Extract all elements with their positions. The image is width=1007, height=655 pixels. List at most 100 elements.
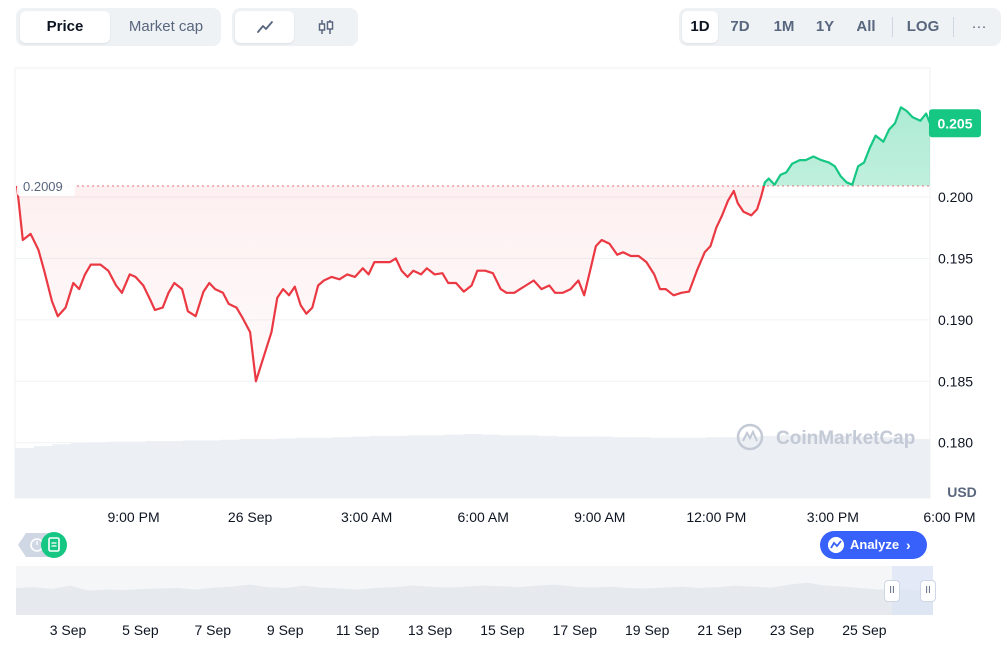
coinmarketcap-logo-icon (736, 423, 764, 451)
analyze-label: Analyze (850, 537, 900, 552)
x-tick-label: 6:00 PM (923, 509, 975, 525)
candlestick-icon (318, 20, 333, 34)
current-price-tag-bg (929, 109, 981, 138)
log-scale-button[interactable]: LOG (906, 18, 940, 35)
volume-bar (687, 437, 707, 498)
volume-bar (668, 437, 688, 498)
range-all[interactable]: All (856, 18, 876, 35)
volume-bar (836, 435, 856, 498)
candlestick-button[interactable] (296, 11, 355, 43)
volume-bar (183, 440, 203, 498)
y-tick-label: 0.195 (938, 250, 973, 266)
currency-label: USD (947, 484, 977, 500)
y-axis: 0.180 0.185 0.190 0.195 0.200 (938, 189, 973, 451)
price-marketcap-toggle: Price Market cap (16, 8, 221, 46)
price-line-down (15, 185, 766, 383)
navigator-tick-label: 5 Sep (122, 622, 159, 638)
volume-bar (108, 441, 128, 498)
range-divider-2 (953, 17, 954, 37)
range-1m[interactable]: 1M (773, 18, 795, 35)
volume-bar (239, 439, 259, 498)
analyze-button[interactable]: Analyze › (820, 531, 927, 559)
volume-bar (444, 434, 464, 498)
navigator-tick-label: 19 Sep (625, 622, 670, 638)
watermark: CoinMarketCap (736, 423, 915, 451)
navigator-tick-label: 17 Sep (553, 622, 598, 638)
volume-bar (201, 440, 221, 498)
above-reference-area (17, 107, 930, 186)
watermark-mark (742, 429, 758, 442)
current-price-tag: 0.205 (929, 109, 981, 138)
navigator-tick-label: 13 Sep (408, 622, 453, 638)
volume-bar (481, 434, 502, 498)
volume-bar (705, 437, 726, 498)
y-tick-label: 0.200 (938, 189, 973, 205)
volume-bar (295, 437, 315, 498)
volume-bar (724, 437, 744, 498)
history-notes-pill[interactable] (18, 531, 68, 559)
navigator-right-handle[interactable]: II (920, 580, 936, 602)
volume-bar (425, 435, 445, 498)
range-1y[interactable]: 1Y (815, 18, 835, 35)
range-divider (892, 17, 893, 37)
volume-bar (15, 448, 35, 498)
volume-bar (817, 434, 838, 498)
volume-bar (649, 437, 670, 498)
line-chart-icon (256, 21, 273, 33)
x-tick-label: 3:00 PM (807, 509, 859, 525)
time-range-selector: 1D 7D 1M 1Y All LOG ··· (679, 8, 1001, 46)
volume-bar (873, 437, 894, 498)
tab-market-cap[interactable]: Market cap (128, 18, 204, 35)
x-axis: 9:00 PM 26 Sep 3:00 AM 6:00 AM 9:00 AM 12:00 … (107, 509, 975, 525)
watermark-text: CoinMarketCap (776, 428, 915, 449)
volume-bar (276, 438, 296, 498)
volume-bar (145, 441, 165, 498)
volume-bar (388, 435, 408, 498)
tab-price[interactable]: Price (20, 11, 110, 43)
price-line-up (16, 106, 932, 186)
volume-bar (127, 441, 147, 498)
x-tick-label: 26 Sep (228, 509, 273, 525)
navigator-series (16, 582, 933, 615)
navigator-tick-label: 25 Sep (842, 622, 887, 638)
navigator-tick-label: 3 Sep (50, 622, 87, 638)
volume-bar (500, 435, 520, 498)
navigator-x-axis: 3 Sep 5 Sep 7 Sep 9 Sep 11 Sep 13 Sep 15 Sep 17… (50, 622, 887, 638)
analyze-icon (828, 537, 844, 553)
y-tick-label: 0.180 (938, 435, 973, 451)
range-1d[interactable]: 1D (682, 11, 718, 43)
volume-bar (33, 446, 53, 498)
chart-type-toggle (232, 8, 358, 46)
volume-bar (519, 435, 539, 498)
line-chart-button[interactable] (235, 11, 294, 43)
volume-bar (71, 442, 91, 498)
x-tick-label: 9:00 PM (107, 509, 159, 525)
more-options-icon[interactable]: ··· (971, 18, 987, 35)
volume-bar (575, 436, 595, 498)
volume-bar (743, 436, 763, 498)
navigator-tick-label: 7 Sep (195, 622, 232, 638)
reference-price-tag: 0.2009 (17, 175, 75, 196)
navigator-tick-label: 9 Sep (267, 622, 304, 638)
range-7d[interactable]: 7D (730, 18, 750, 35)
reference-price-tag-bg (17, 175, 75, 196)
volume-bar (463, 434, 483, 498)
volume-bar (52, 444, 72, 498)
volume-bar (89, 442, 109, 498)
volume-bar (631, 437, 651, 498)
x-tick-label: 12:00 PM (686, 509, 746, 525)
x-tick-label: 3:00 AM (341, 509, 392, 525)
volume-bar (556, 436, 576, 498)
navigator-tick-label: 23 Sep (770, 622, 815, 638)
volume-bar (332, 437, 352, 498)
x-tick-label: 9:00 AM (574, 509, 625, 525)
volume-bar (257, 439, 277, 498)
notes-icon (41, 532, 67, 558)
navigator-left-handle[interactable]: II (884, 580, 900, 602)
y-tick-label: 0.190 (938, 312, 973, 328)
below-reference-area (17, 185, 764, 382)
volume-bar (892, 437, 912, 498)
volume-bar (351, 436, 371, 498)
volume-bar (369, 435, 389, 498)
volume-bars (15, 434, 931, 498)
